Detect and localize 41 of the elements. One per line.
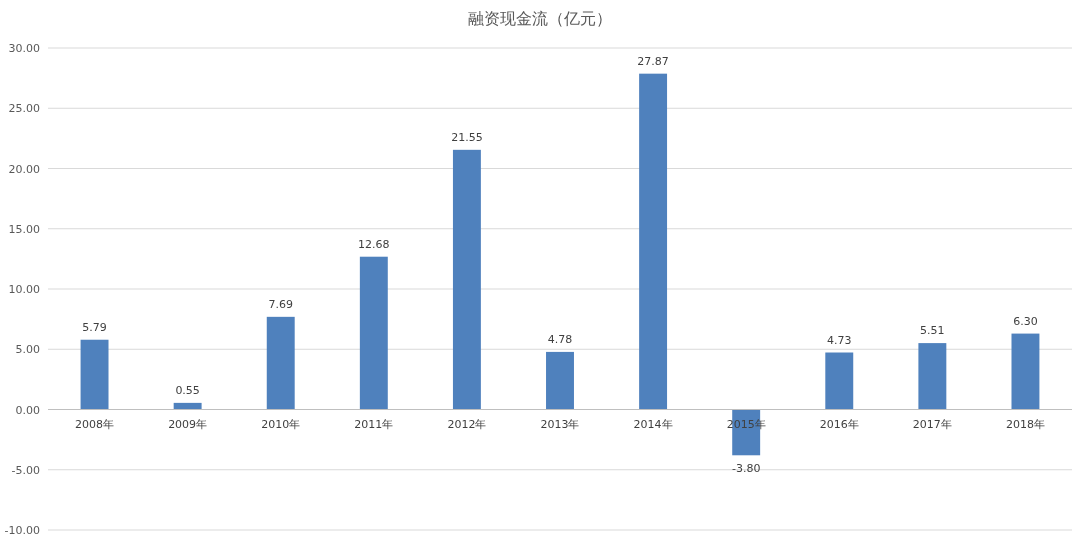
bar xyxy=(825,352,854,410)
bar xyxy=(546,351,574,410)
y-tick-label: 15.00 xyxy=(8,222,40,236)
y-tick-label: -10.00 xyxy=(4,524,40,537)
data-label: -3.80 xyxy=(731,462,761,476)
y-tick-label: 5.00 xyxy=(15,343,40,357)
data-label: 4.73 xyxy=(827,333,852,347)
data-label: 4.78 xyxy=(547,332,573,346)
data-label: 6.30 xyxy=(1013,314,1038,328)
x-tick-label: 2012年 xyxy=(447,417,487,431)
data-label: 5.51 xyxy=(920,324,945,338)
x-tick-label: 2011年 xyxy=(354,417,394,431)
data-label: 21.55 xyxy=(451,130,483,144)
data-label: 5.79 xyxy=(82,320,107,334)
x-tick-label: 2013年 xyxy=(540,417,580,431)
x-tick-label: 2008年 xyxy=(75,417,115,431)
x-tick-label: 2016年 xyxy=(819,417,859,431)
data-label: 27.87 xyxy=(637,54,669,68)
data-label: 12.68 xyxy=(358,237,390,251)
y-tick-label: 20.00 xyxy=(8,162,40,176)
bar xyxy=(918,343,947,410)
bar xyxy=(173,402,202,410)
data-label: 0.55 xyxy=(175,383,200,397)
bar xyxy=(80,339,109,410)
y-tick-label: -5.00 xyxy=(11,463,40,477)
data-label: 7.69 xyxy=(268,297,293,311)
bar xyxy=(359,256,388,410)
x-tick-label: 2018年 xyxy=(1005,417,1045,431)
x-tick-label: 2014年 xyxy=(633,417,673,431)
bar xyxy=(639,73,668,410)
chart-title: 融资现金流（亿元） xyxy=(468,9,612,28)
bar xyxy=(452,149,481,410)
x-tick-label: 2017年 xyxy=(912,417,952,431)
x-tick-label: 2010年 xyxy=(261,417,301,431)
x-tick-label: 2009年 xyxy=(168,417,208,431)
y-tick-label: 0.00 xyxy=(15,403,40,417)
y-tick-label: 30.00 xyxy=(8,42,40,55)
y-tick-label: 10.00 xyxy=(8,283,40,296)
bar xyxy=(266,316,295,410)
y-tick-label: 25.00 xyxy=(8,102,40,116)
bar xyxy=(1011,333,1040,410)
